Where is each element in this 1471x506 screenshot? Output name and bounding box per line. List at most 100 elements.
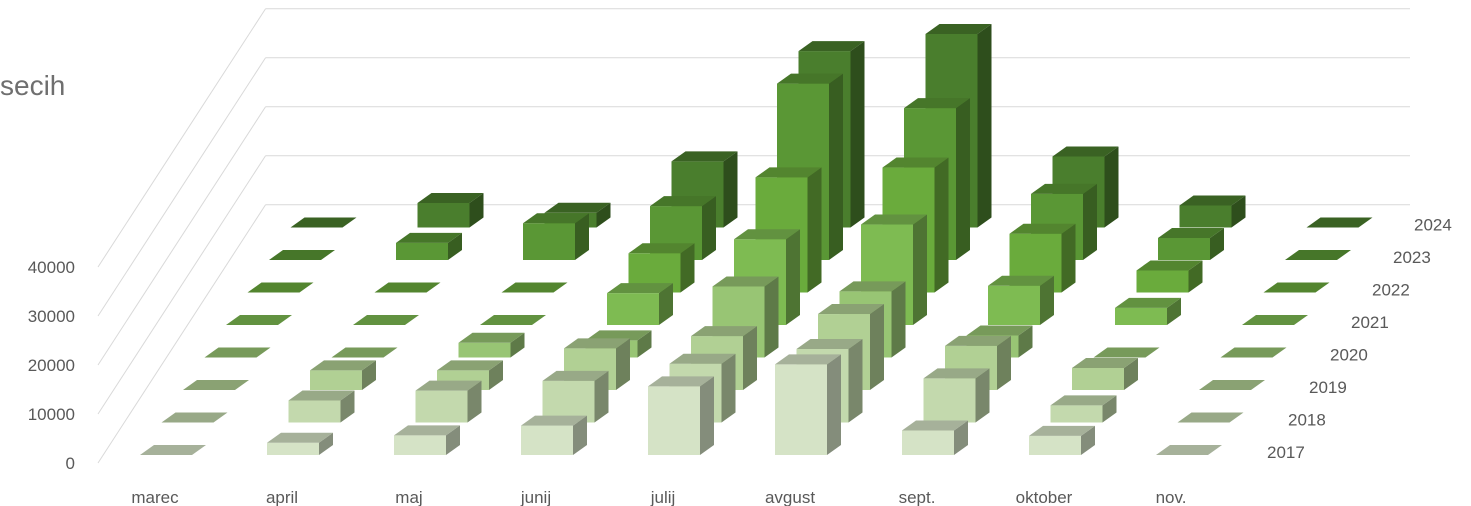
side-gridline: [97, 204, 266, 464]
bar-side-2018-oktober: [1102, 395, 1117, 423]
bar-top-2017-april: [267, 432, 333, 443]
bar-top-2021-oktober: [1115, 297, 1181, 308]
bar-side-2024-julij: [850, 41, 865, 228]
bar-top-2019-april: [310, 360, 376, 371]
bar-2018-junij: [542, 380, 595, 423]
bar-top-2020-julij: [712, 276, 779, 287]
bar-side-2024-sept.: [1104, 146, 1119, 228]
bar-side-2017-avgust: [827, 354, 841, 455]
bar-2017-maj: [394, 435, 446, 455]
bar-top-2024-marec: [290, 217, 357, 228]
bar-top-2019-nov.: [1199, 380, 1265, 390]
bar-2021-junij: [607, 293, 659, 325]
bar-top-2017-junij: [521, 415, 587, 426]
bar-top-2018-marec: [161, 412, 228, 423]
bar-side-2022-avgust: [934, 157, 949, 293]
x-tick-label: marec: [131, 488, 179, 506]
bar-top-2017-julij: [648, 376, 714, 387]
y-tick-label: 20000: [28, 356, 75, 375]
bar-top-2023-oktober: [1158, 227, 1224, 238]
bar-top-2022-junij: [628, 243, 695, 254]
depth-tick-label: 2024: [1414, 216, 1452, 235]
bar-side-2023-sept.: [1083, 183, 1097, 260]
bar-side-2024-oktober: [1231, 195, 1246, 228]
bar-side-2023-avgust: [956, 98, 970, 260]
bar-top-2018-april: [288, 390, 355, 401]
bar-side-2024-april: [469, 193, 484, 228]
x-tick-label: nov.: [1156, 488, 1187, 506]
y-tick-label: 10000: [28, 405, 75, 424]
bar-top-2024-julij: [798, 41, 865, 52]
bar-top-2022-avgust: [882, 157, 949, 168]
bar-side-2021-junij: [659, 283, 673, 325]
bar-side-2019-avgust: [870, 304, 884, 390]
side-gridline: [97, 57, 266, 317]
bar-side-2017-maj: [446, 425, 460, 455]
x-tick-label: avgust: [765, 488, 815, 506]
bar-top-2021-junij: [607, 283, 673, 294]
bar-side-2020-julij: [764, 276, 779, 358]
bar-top-2023-maj: [523, 213, 589, 224]
bar-top-2018-junij: [542, 370, 609, 381]
bar-2018-oktober: [1050, 405, 1103, 423]
bar-2019-oktober: [1072, 367, 1124, 390]
bar-side-2017-oktober: [1081, 425, 1095, 455]
bar-side-2019-julij: [743, 326, 757, 390]
bar-top-2021-sept.: [988, 275, 1054, 286]
bar-side-2019-maj: [489, 360, 503, 390]
bar-side-2020-junij: [637, 330, 652, 358]
bar-top-2018-avgust: [796, 339, 863, 349]
bar-2018-maj: [415, 390, 468, 423]
bar-top-2017-maj: [394, 425, 460, 436]
bar-top-2022-sept.: [1009, 223, 1076, 234]
bar-top-2022-maj: [501, 282, 568, 293]
depth-tick-label: 2018: [1288, 411, 1326, 430]
side-gridline: [97, 155, 266, 415]
bar-side-2023-maj: [575, 213, 589, 260]
bar-top-2018-oktober: [1050, 395, 1117, 406]
bar-side-2019-sept.: [997, 335, 1011, 390]
bar-top-2023-avgust: [904, 98, 970, 109]
bar-side-2018-junij: [594, 370, 609, 423]
bar-top-2020-avgust: [839, 281, 906, 292]
bar-top-2023-nov.: [1285, 250, 1351, 260]
bar-top-2023-junij: [650, 196, 716, 207]
bar-side-2020-avgust: [891, 281, 906, 358]
bar-2017-avgust: [775, 364, 827, 455]
depth-tick-label: 2023: [1393, 248, 1431, 267]
bar-top-2024-nov.: [1306, 217, 1373, 228]
bar-2022-oktober: [1136, 270, 1189, 293]
bar-top-2024-april: [417, 193, 484, 203]
y-tick-label: 40000: [28, 258, 75, 277]
bar-2020-maj: [458, 342, 511, 358]
bar-side-2017-julij: [700, 376, 714, 455]
bar-side-2021-avgust: [913, 214, 927, 325]
bar-top-2017-oktober: [1029, 425, 1095, 436]
bar-top-2019-junij: [564, 338, 630, 349]
bar-top-2024-oktober: [1179, 195, 1246, 206]
bar-side-2017-april: [319, 432, 333, 455]
chart-title: secih: [0, 70, 66, 101]
y-tick-label: 30000: [28, 307, 75, 326]
bar-2023-april: [396, 242, 448, 260]
bar-top-2021-nov.: [1242, 315, 1308, 325]
bar-side-2022-julij: [807, 167, 822, 293]
bar-side-2018-avgust: [848, 339, 863, 423]
bar-side-2018-april: [340, 390, 355, 423]
depth-tick-label: 2022: [1372, 281, 1410, 300]
y-tick-label: 0: [66, 454, 75, 473]
bar-top-2019-avgust: [818, 304, 884, 315]
bar-top-2024-sept.: [1052, 146, 1119, 157]
bar-top-2020-april: [331, 347, 398, 358]
bar-side-2018-julij: [721, 353, 736, 423]
bar-top-2023-julij: [777, 73, 843, 84]
bar-top-2022-marec: [247, 282, 314, 293]
bar-top-2017-marec: [140, 445, 206, 455]
bar-top-2018-nov.: [1177, 412, 1244, 423]
bar-top-2023-sept.: [1031, 183, 1097, 194]
bar-2021-sept.: [988, 285, 1040, 325]
bar-top-2024-maj: [544, 202, 611, 213]
bar-2021-oktober: [1115, 307, 1167, 325]
bar-top-2022-julij: [755, 167, 822, 178]
bar-top-2021-april: [353, 315, 419, 325]
